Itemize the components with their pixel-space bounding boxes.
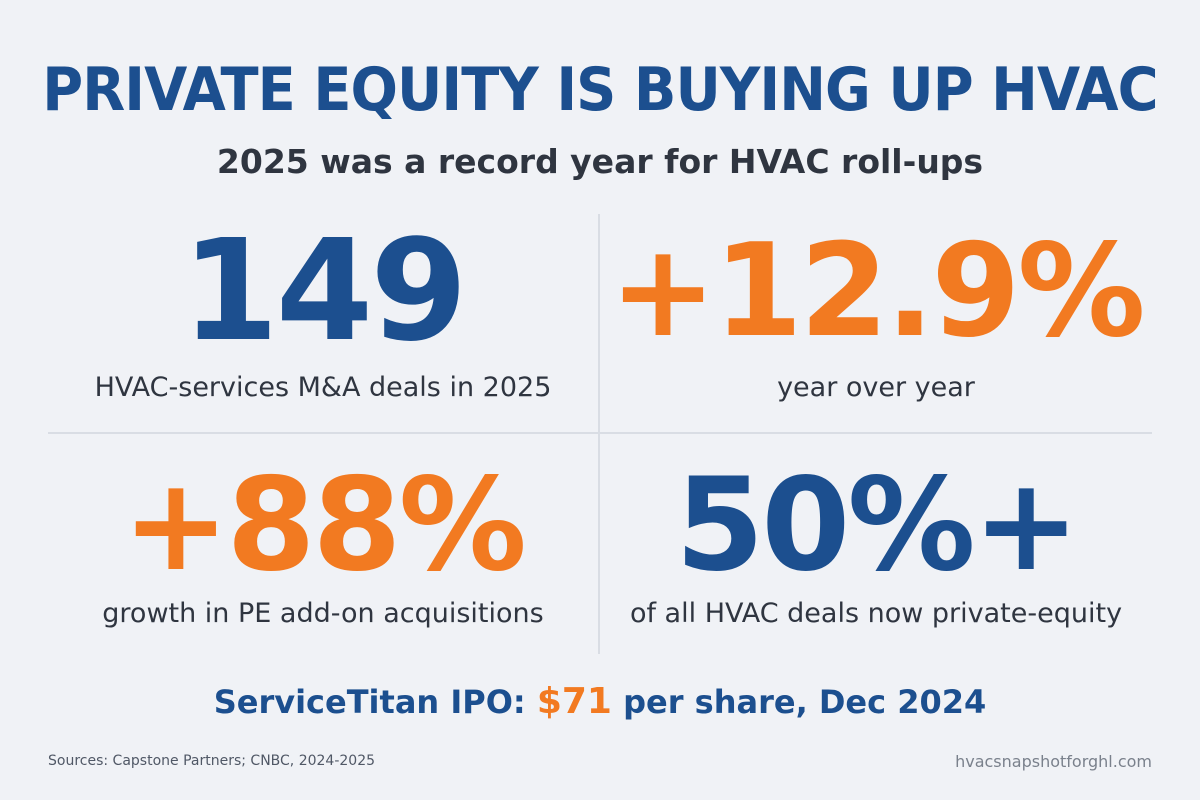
- stat-label: growth in PE add-on acquisitions: [102, 598, 544, 629]
- sources-note: Sources: Capstone Partners; CNBC, 2024-2…: [48, 753, 376, 769]
- stat-deal-count: 149 HVAC-services M&A deals in 2025: [48, 222, 598, 406]
- stat-yoy-growth: +12.9% year over year: [600, 222, 1152, 406]
- ipo-price: $71: [536, 681, 612, 722]
- page-subtitle: 2025 was a record year for HVAC roll-ups: [216, 142, 984, 181]
- stat-addon-growth: +88% growth in PE add-on acquisitions: [48, 462, 598, 632]
- horizontal-divider: [48, 432, 1152, 434]
- ipo-callout: ServiceTitan IPO: $71 per share, Dec 202…: [0, 680, 1200, 724]
- stat-value: 50%+: [675, 451, 1080, 600]
- ipo-prefix: ServiceTitan IPO:: [213, 683, 526, 721]
- stat-label: HVAC-services M&A deals in 2025: [94, 372, 552, 403]
- stat-pe-share: 50%+ of all HVAC deals now private-equit…: [600, 462, 1152, 632]
- stat-label: year over year: [777, 372, 975, 403]
- stat-value: 149: [181, 210, 467, 373]
- website-credit: hvacsnapshotforghl.com: [955, 752, 1152, 771]
- vertical-divider: [598, 214, 600, 654]
- ipo-suffix: per share, Dec 2024: [623, 683, 987, 721]
- page-title: PRIVATE EQUITY IS BUYING UP HVAC: [42, 55, 1158, 125]
- stat-label: of all HVAC deals now private-equity: [629, 598, 1123, 629]
- stat-value: +88%: [122, 451, 527, 600]
- stat-value: +12.9%: [609, 217, 1145, 366]
